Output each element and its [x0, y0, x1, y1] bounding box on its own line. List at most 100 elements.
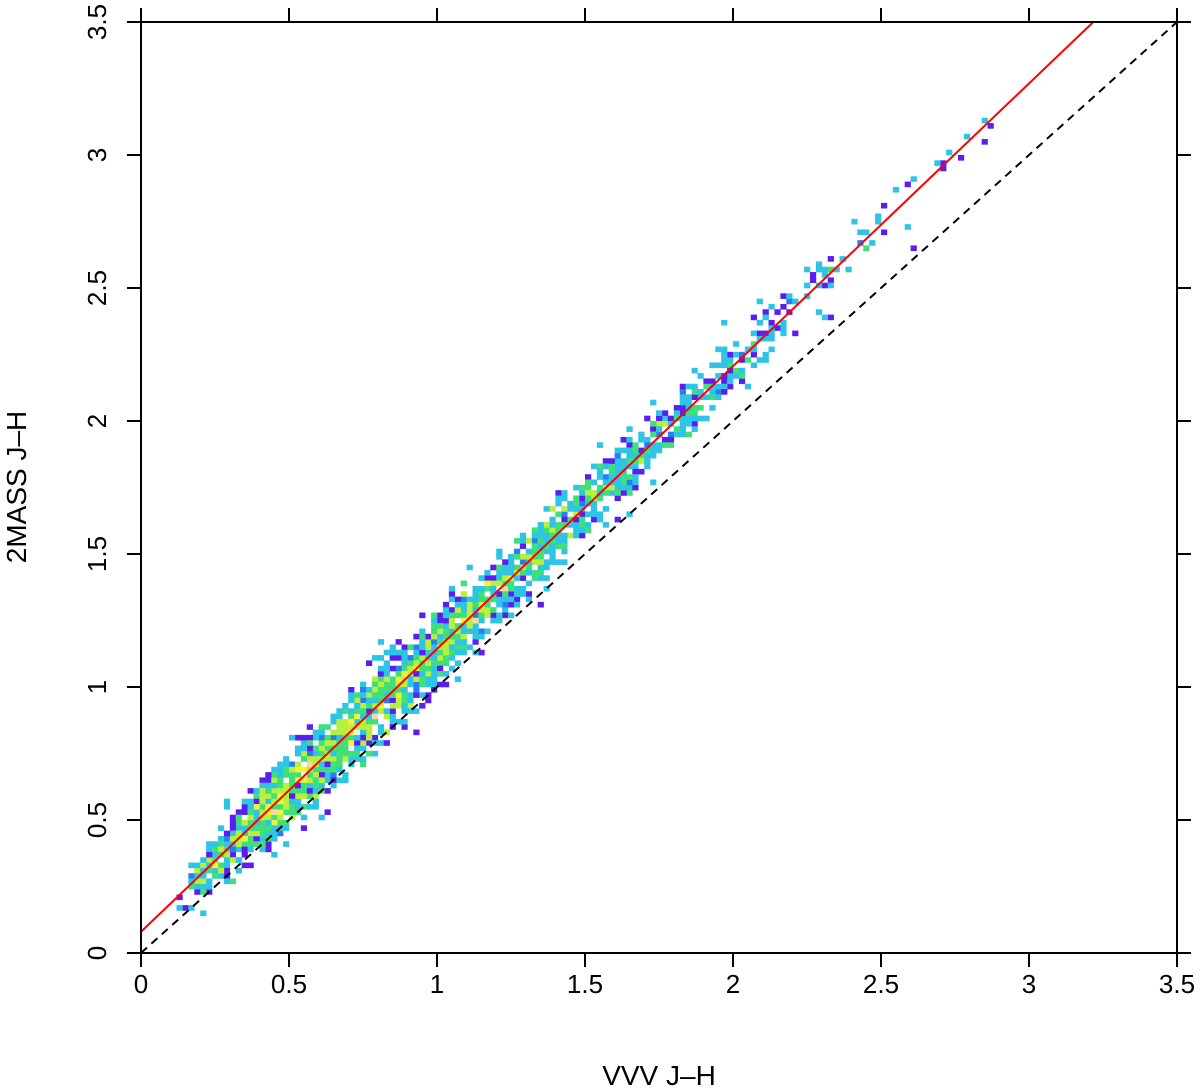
density-bin: [448, 655, 456, 661]
density-bin: [259, 825, 266, 831]
density-bin: [513, 596, 521, 603]
density-bin: [502, 596, 509, 603]
density-bin: [306, 782, 313, 789]
density-bin: [466, 644, 473, 651]
density-bin: [875, 218, 882, 225]
density-bin: [360, 697, 367, 704]
density-bin: [981, 139, 988, 145]
density-bin: [590, 463, 598, 470]
density-bin: [277, 820, 284, 826]
density-bin: [656, 421, 663, 427]
density-bin: [271, 825, 278, 831]
density-bin: [253, 809, 260, 815]
density-bin: [448, 644, 456, 651]
density-bin: [223, 835, 231, 842]
density-bin: [401, 697, 408, 704]
x-axis-title: VVV J–H: [602, 1060, 716, 1091]
density-bin: [738, 373, 746, 379]
density-bin: [762, 314, 769, 321]
plot-frame: [140, 21, 1178, 954]
density-bin: [448, 596, 456, 603]
density-bin: [555, 538, 562, 544]
density-bin: [354, 708, 361, 714]
density-bin: [289, 809, 296, 815]
density-bin: [241, 798, 248, 805]
density-bin: [614, 447, 621, 454]
density-bin: [632, 468, 639, 475]
density-bin: [419, 681, 426, 688]
density-bin: [229, 825, 237, 831]
density-bin: [413, 644, 420, 651]
density-bin: [632, 442, 639, 448]
density-bin: [762, 330, 769, 337]
density-bin: [377, 702, 385, 709]
density-bin: [265, 841, 272, 847]
density-bin: [371, 734, 379, 741]
density-bin: [300, 793, 308, 800]
density-bin: [389, 665, 396, 672]
density-bin: [348, 750, 355, 757]
density-bin: [407, 702, 414, 709]
density-bin: [638, 458, 645, 464]
density-bin: [437, 633, 444, 640]
density-bin: [537, 522, 544, 528]
density-bin: [727, 351, 734, 358]
density-bin: [348, 734, 355, 741]
density-bin: [229, 830, 237, 837]
density-bin: [502, 585, 509, 592]
x-tick-label: 1.5: [567, 969, 603, 999]
density-bin: [395, 692, 402, 698]
density-bin: [306, 761, 313, 768]
density-bin: [371, 718, 379, 725]
density-bin: [768, 335, 775, 342]
density-bin: [413, 633, 420, 640]
density-bin: [561, 522, 568, 528]
density-bin: [389, 702, 396, 709]
density-bin: [531, 548, 538, 555]
density-bin: [289, 798, 296, 805]
density-bin: [454, 676, 461, 682]
density-bin: [466, 612, 473, 619]
density-bin: [271, 777, 278, 784]
density-bin: [200, 873, 207, 879]
density-bin: [555, 495, 562, 502]
density-bin: [460, 623, 467, 629]
density-bin: [200, 910, 207, 917]
density-bin: [549, 559, 556, 565]
density-bin: [567, 506, 574, 512]
y-tick-label: 3: [82, 148, 112, 162]
density-bin: [815, 309, 823, 315]
density-bin: [437, 660, 444, 667]
density-bin: [437, 665, 444, 672]
density-bin: [407, 660, 414, 667]
density-bin: [265, 846, 272, 853]
density-bin: [437, 612, 444, 619]
y-tick-label: 2: [82, 414, 112, 428]
density-bin: [626, 436, 633, 443]
fit-lines: [140, 21, 1178, 954]
density-bin: [590, 516, 598, 523]
density-bin: [579, 495, 586, 502]
density-bin: [389, 687, 396, 693]
density-bin: [715, 373, 722, 379]
density-bin: [780, 330, 787, 337]
density-bin: [573, 511, 580, 518]
density-bin: [490, 612, 497, 619]
density-bin: [425, 639, 432, 645]
density-bin: [579, 532, 586, 539]
density-bin: [460, 628, 467, 635]
density-bin: [413, 671, 420, 677]
density-bin: [265, 809, 272, 815]
density-bin: [762, 335, 769, 342]
density-bin: [904, 224, 911, 230]
density-bin: [383, 665, 390, 672]
density-bin: [324, 761, 331, 768]
density-bin: [324, 734, 331, 741]
density-bin: [667, 421, 675, 427]
density-bin: [537, 575, 544, 581]
density-bin: [259, 782, 266, 789]
density-bin: [300, 734, 308, 741]
density-bin: [531, 575, 538, 581]
density-bin: [620, 490, 627, 496]
density-bin: [496, 575, 503, 581]
